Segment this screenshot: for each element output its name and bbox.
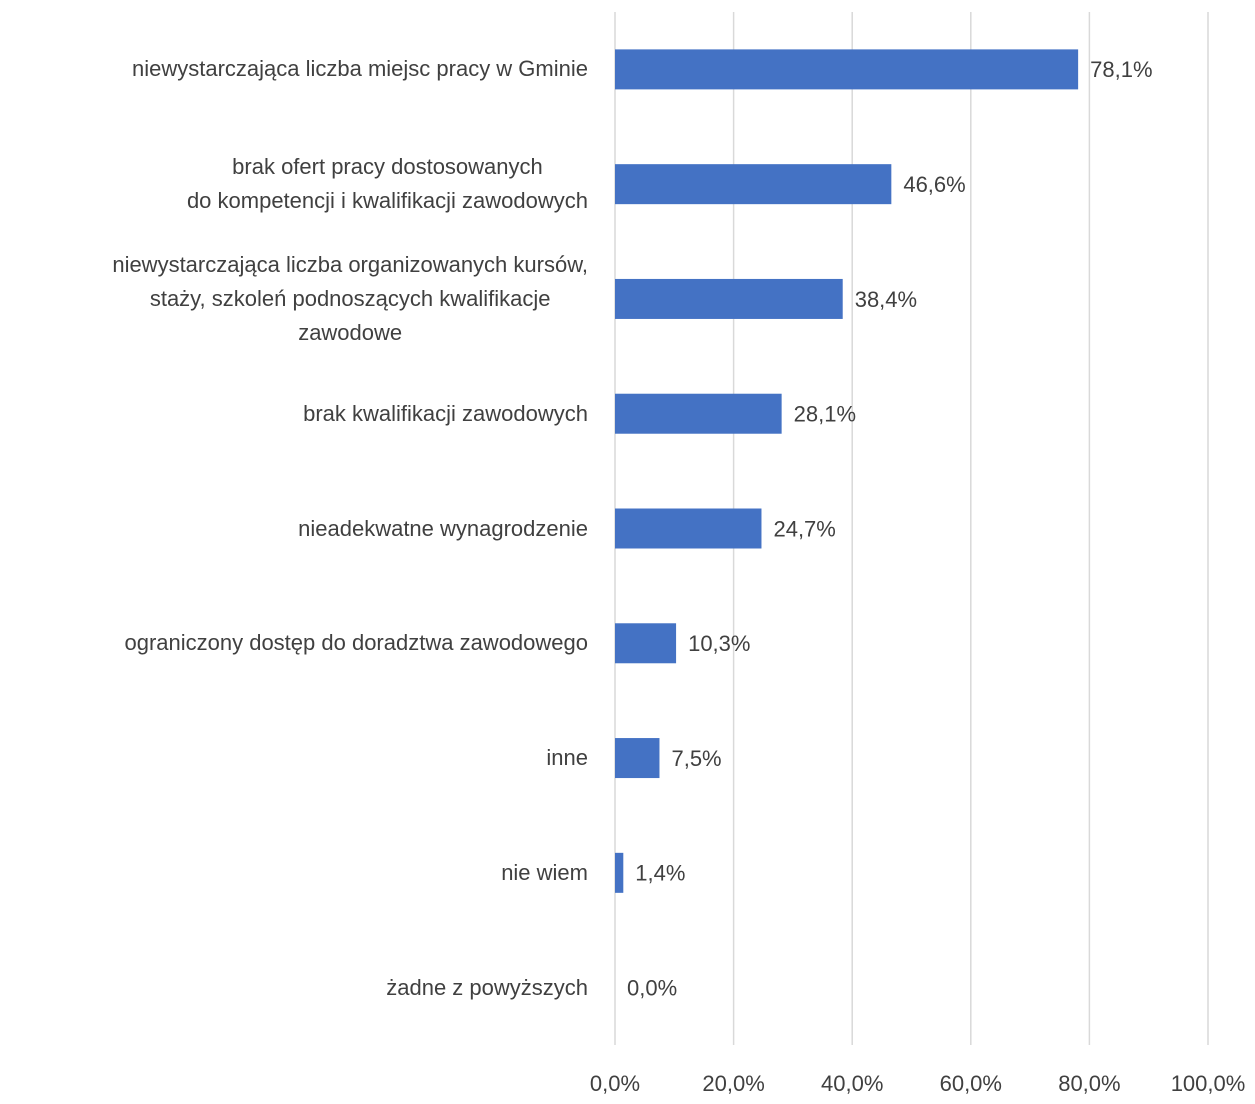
x-tick-label: 100,0% xyxy=(1171,1071,1246,1096)
y-tick-label: brak ofert pracy dostosowanych do kompet… xyxy=(186,154,588,214)
y-tick-label: niewystarczająca liczba miejsc pracy w G… xyxy=(131,56,588,82)
y-tick-label: brak kwalifikacji zawodowych xyxy=(303,400,588,426)
value-label: 28,1% xyxy=(794,402,856,427)
value-label: 24,7% xyxy=(773,516,835,541)
value-label: 38,4% xyxy=(855,287,917,312)
value-label: 1,4% xyxy=(635,861,685,886)
bar xyxy=(615,164,892,205)
value-label: 78,1% xyxy=(1090,57,1152,82)
bar xyxy=(615,393,782,434)
x-tick-label: 0,0% xyxy=(590,1071,640,1096)
bar xyxy=(615,278,843,319)
bar xyxy=(615,623,677,664)
bar xyxy=(615,852,624,893)
bar xyxy=(615,738,660,779)
x-tick-label: 20,0% xyxy=(702,1071,764,1096)
value-label: 0,0% xyxy=(627,975,677,1000)
y-tick-label: inne xyxy=(546,745,588,771)
x-tick-label: 80,0% xyxy=(1058,1071,1120,1096)
bar xyxy=(615,508,762,549)
bar xyxy=(615,49,1079,90)
y-tick-label: żadne z powyższych xyxy=(386,974,588,1000)
y-tick-label: ograniczony dostęp do doradztwa zawodowe… xyxy=(124,630,588,656)
x-tick-label: 60,0% xyxy=(940,1071,1002,1096)
x-tick-label: 40,0% xyxy=(821,1071,883,1096)
y-tick-label: niewystarczająca liczba organizowanych k… xyxy=(112,251,588,345)
y-tick-label: nie wiem xyxy=(501,859,588,885)
y-tick-label: nieadekwatne wynagrodzenie xyxy=(298,515,588,541)
value-label: 46,6% xyxy=(903,172,965,197)
value-label: 7,5% xyxy=(671,746,721,771)
value-label: 10,3% xyxy=(688,631,750,656)
